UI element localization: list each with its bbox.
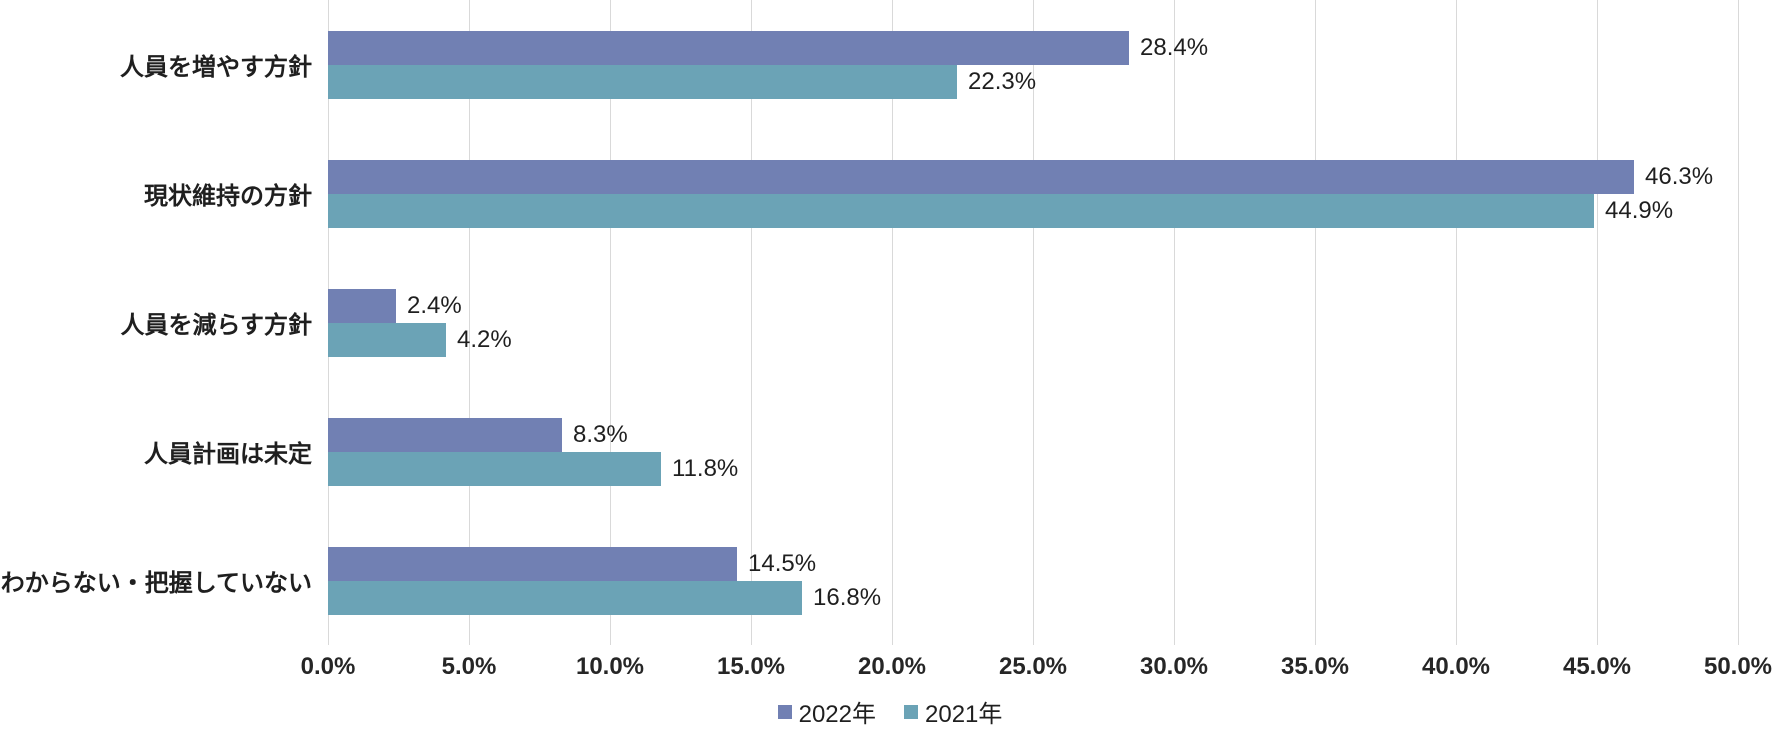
x-tick-label: 10.0% [575,653,645,680]
legend-swatch-2021-icon [904,704,918,719]
x-tick-label: 15.0% [716,653,786,680]
x-tick-label: 20.0% [857,653,927,680]
bar-2022年-1 [328,159,1634,194]
category-label: 現状維持の方針 [144,183,312,210]
x-tick-label: 35.0% [1280,653,1350,680]
x-tick-label: 50.0% [1703,653,1773,680]
legend-swatch-2022-icon [777,704,792,719]
x-tick-label: 30.0% [1139,653,1209,680]
legend-label-2022: 2022年 [798,701,876,728]
bar-2022年-4 [328,546,737,581]
x-tick-label: 40.0% [1421,653,1491,680]
gridline [1033,0,1034,645]
x-axis: 0.0% 5.0% 10.0% 15.0% 20.0% 25.0% 30.0% 35.0% 40… [0,645,1780,687]
x-tick-label: 45.0% [1562,653,1632,680]
value-label: 44.9% [1605,196,1674,224]
category-label: 人員を増やす方針 [120,54,312,81]
value-label: 11.8% [672,454,739,482]
legend-item-2021: 2021年 [904,694,1002,729]
value-label: 4.2% [457,325,512,353]
plot-area: 28.4% 22.3% 46.3% 44.9% 2.4% 4.2% 8.3% 11.8% 14.… [328,0,1739,645]
x-tick-label: 25.0% [998,653,1068,680]
gridline [892,0,893,645]
bar-2021年-0 [328,64,957,99]
gridline [1456,0,1457,645]
legend-label-2021: 2021年 [925,701,1003,728]
bar-2022年-3 [328,417,562,452]
x-tick-label: 5.0% [441,653,497,680]
bar-2021年-4 [328,580,802,615]
value-label: 16.8% [813,583,882,611]
value-label: 28.4% [1140,33,1209,61]
x-tick-label: 0.0% [300,653,356,680]
bar-2021年-2 [328,322,446,357]
gridline [1315,0,1316,645]
category-label: 人員計画は未定 [144,441,312,468]
bar-2021年-1 [328,193,1594,228]
gridline [610,0,611,645]
value-label: 8.3% [573,420,628,448]
category-label: わからない・把握していない [0,570,312,597]
legend: 2022年 2021年 [0,694,1780,729]
bar-2021年-3 [328,451,661,486]
category-label: 人員を減らす方針 [120,312,312,339]
bar-2022年-2 [328,288,396,323]
gridline [469,0,470,645]
value-label: 22.3% [968,67,1037,95]
bar-2022年-0 [328,30,1129,65]
gridline [1597,0,1598,645]
legend-item-2022: 2022年 [777,694,876,729]
value-label: 14.5% [748,549,817,577]
value-label: 2.4% [407,291,462,319]
gridline [1174,0,1175,645]
gridline [751,0,752,645]
value-label: 46.3% [1645,162,1714,190]
gridline [1738,0,1739,645]
